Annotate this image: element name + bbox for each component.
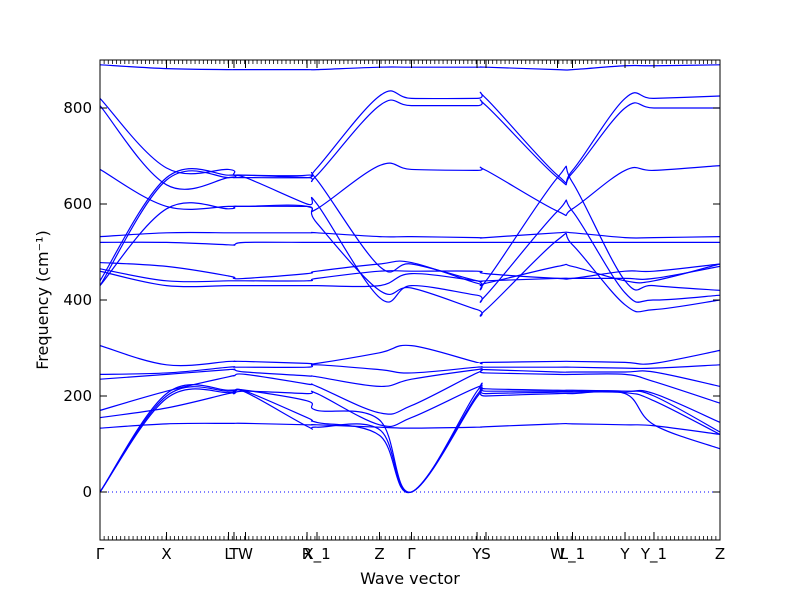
- band-line-5: [100, 384, 720, 428]
- band-line-13: [100, 265, 720, 288]
- x-tick-label-10: Y: [471, 545, 482, 563]
- x-tick-label-6: R: [302, 545, 312, 563]
- band-line-2: [100, 386, 720, 494]
- x-tick-label-3: L: [224, 545, 233, 563]
- plot-area: [100, 64, 720, 494]
- band-line-19: [100, 99, 720, 190]
- y-tick-label: 400: [63, 291, 92, 309]
- x-axis-label: Wave vector: [360, 569, 460, 588]
- band-line-7: [100, 368, 720, 388]
- band-line-10: [100, 202, 720, 317]
- x-tick-label-2: X: [161, 545, 171, 563]
- band-line-16: [100, 241, 720, 246]
- plot-content: [100, 64, 720, 494]
- x-tick-label-1: Γ: [96, 545, 105, 563]
- y-tick-label: 600: [63, 195, 92, 213]
- x-tick-label-16: Z: [715, 545, 725, 563]
- band-line-4: [100, 422, 720, 435]
- band-line-6: [100, 369, 720, 415]
- y-tick-label: 800: [63, 99, 92, 117]
- band-line-17: [100, 231, 720, 239]
- x-tick-label-13: L_1: [560, 545, 585, 564]
- x-tick-label-11: S: [481, 545, 491, 563]
- band-line-20: [100, 90, 720, 184]
- band-line-15: [100, 260, 720, 287]
- x-tick-label-5: W: [238, 545, 253, 563]
- y-tick-label: 0: [82, 483, 92, 501]
- y-tick-label: 200: [63, 387, 92, 405]
- x-tick-label-8: Z: [374, 545, 384, 563]
- band-line-8: [100, 364, 720, 375]
- x-tick-label-12: W: [550, 545, 565, 563]
- band-line-18: [100, 162, 720, 217]
- x-tick-label-15: Y_1: [640, 545, 667, 564]
- band-line-21: [100, 64, 720, 71]
- band-line-9: [100, 344, 720, 367]
- x-tick-label-9: Γ: [407, 545, 416, 563]
- y-axis-label: Frequency (cm⁻¹): [33, 230, 52, 369]
- x-tick-label-4: T: [228, 545, 239, 563]
- x-tick-label-14: Y: [619, 545, 630, 563]
- x-tick-label-7: X_1: [303, 545, 330, 564]
